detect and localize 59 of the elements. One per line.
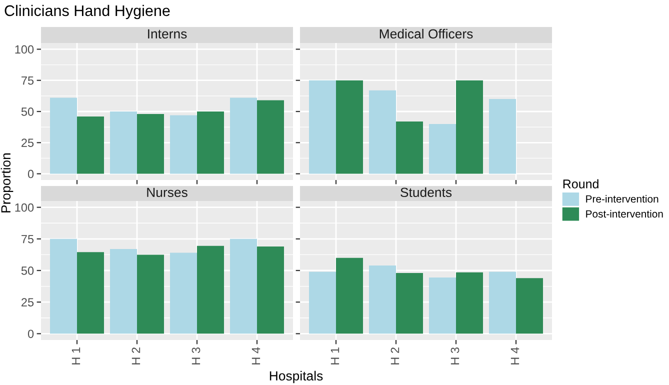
y-tick-label: 100 <box>15 45 34 54</box>
bar <box>489 272 516 334</box>
bar <box>110 249 137 334</box>
bar <box>309 272 336 334</box>
chart-subtitle: Nurses <box>147 188 188 198</box>
y-tick-label: 100 <box>15 203 34 212</box>
x-tick-label: H 1 <box>72 348 80 364</box>
bar <box>336 258 363 334</box>
chart-subtitle: Students <box>400 187 452 198</box>
legend-label: Pre-intervention <box>586 194 658 203</box>
x-tick-label: H 2 <box>132 348 140 364</box>
bar <box>230 238 257 334</box>
y-tick-label: 0 <box>28 330 34 338</box>
chart-subtitle: Medical Officers <box>380 28 473 39</box>
bar <box>197 246 224 334</box>
bar <box>429 277 456 334</box>
y-tick-label: 0 <box>28 170 34 178</box>
chart-subtitle: Interns <box>148 29 187 39</box>
bar <box>137 254 164 334</box>
bar <box>230 98 257 174</box>
y-tick-label: 50 <box>21 108 34 116</box>
x-tick-label: H 1 <box>330 348 340 364</box>
bar <box>50 98 77 174</box>
y-tick-label: 50 <box>21 266 34 275</box>
bar <box>336 80 363 174</box>
y-tick-label: 75 <box>22 235 34 244</box>
bar <box>137 114 164 174</box>
bar <box>197 112 224 174</box>
bar <box>257 100 284 174</box>
x-tick-label: H 4 <box>252 347 260 364</box>
bar <box>516 278 543 334</box>
bar <box>429 124 456 174</box>
y-tick-label: 75 <box>22 76 34 85</box>
bar <box>110 112 137 174</box>
bar <box>309 80 336 174</box>
bar <box>369 265 396 334</box>
bar <box>456 272 483 334</box>
bar <box>489 99 516 174</box>
bar <box>396 273 423 334</box>
y-axis-title: Proportion <box>0 153 14 212</box>
y-tick-label: 25 <box>22 298 34 306</box>
bar <box>456 80 483 174</box>
bar <box>170 115 197 174</box>
x-axis-title: Hospitals <box>270 370 323 384</box>
bar <box>50 238 77 334</box>
x-tick-label: H 4 <box>510 347 520 364</box>
chart-title: Clinicians Hand Hygiene <box>4 4 170 20</box>
bar <box>257 246 284 334</box>
bar <box>369 90 396 174</box>
x-tick-label: H 3 <box>192 347 200 364</box>
bar <box>77 252 104 334</box>
y-tick-label: 25 <box>22 138 34 148</box>
x-tick-label: H 3 <box>450 347 460 364</box>
legend-title: Round <box>563 179 598 188</box>
x-tick-label: H 2 <box>390 348 400 364</box>
legend-label: Post-intervention <box>586 210 663 218</box>
bar <box>396 121 423 174</box>
bar <box>170 252 197 334</box>
bar <box>77 116 104 174</box>
